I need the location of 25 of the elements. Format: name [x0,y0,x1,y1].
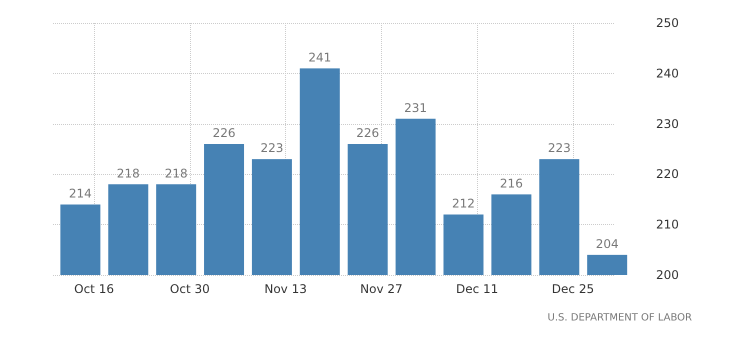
data-label: 216 [500,176,523,190]
x-tick-label: Oct 30 [170,282,210,296]
y-tick-label: 200 [656,268,679,282]
data-label: 214 [68,186,92,200]
text: U.S. DEPARTMENT OF LABOR [548,312,692,324]
y-tick-label: 220 [656,167,679,182]
data-label: 241 [308,50,332,64]
x-tick-label: Nov 27 [360,282,403,296]
x-tick-label: Oct 16 [74,282,114,296]
y-tick-label: 230 [656,116,679,131]
x-tick-label: Nov 13 [264,282,307,296]
y-tick-label: 210 [656,218,679,232]
data-label: 218 [116,166,140,180]
data-label: 212 [452,196,475,211]
data-label: 223 [548,141,571,156]
data-label: 231 [404,100,428,115]
y-tick-label: 250 [656,16,679,30]
data-label: 204 [596,236,619,251]
data-label: 223 [260,141,284,156]
data-label: 226 [356,126,380,140]
x-tick-label: Dec 25 [552,282,594,296]
x-tick-label: Dec 11 [456,282,498,296]
data-label: 226 [212,126,236,140]
data-label: 218 [164,166,188,180]
y-tick-label: 240 [656,66,679,80]
